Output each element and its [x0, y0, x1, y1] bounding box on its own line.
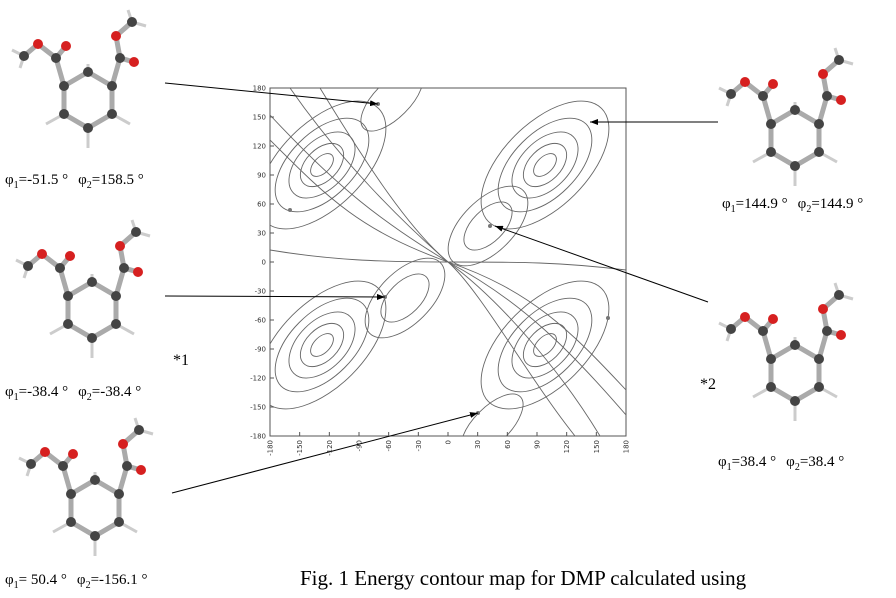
angle-term: φ2=-156.1 °	[76, 572, 148, 591]
angle-index: 2	[794, 462, 800, 473]
y-tick-label: 30	[257, 230, 266, 238]
x-tick-label: 90	[534, 440, 542, 449]
angle-term: φ2=-38.4 °	[78, 384, 142, 403]
angle-symbol: φ	[76, 572, 86, 588]
x-tick-label: -90	[356, 440, 364, 451]
x-tick-label: 60	[504, 440, 512, 449]
angle-symbol: φ	[718, 454, 727, 470]
x-tick-label: -30	[415, 440, 423, 451]
angle-symbol: φ	[78, 172, 87, 188]
x-tick-label: 120	[563, 440, 571, 453]
y-tick-label: -120	[250, 375, 266, 383]
angle-term: φ1= 50.4 °	[5, 572, 67, 591]
y-tick-label: 180	[253, 85, 266, 93]
x-tick-label: -120	[326, 440, 334, 456]
y-tick-label: 120	[253, 143, 266, 151]
angle-value: =-38.4 °	[18, 384, 69, 400]
angle-symbol: φ	[5, 572, 14, 588]
figure-caption: Fig. 1 Energy contour map for DMP calcul…	[300, 566, 747, 590]
conformer-label: φ1=38.4 ° φ2=38.4 °	[718, 454, 854, 473]
arrows	[164, 82, 718, 494]
angle-term: φ1=144.9 °	[722, 196, 788, 215]
angle-symbol: φ	[722, 196, 731, 212]
y-tick-label: 150	[253, 114, 266, 122]
y-tick-label: -90	[255, 346, 266, 354]
angle-symbol: φ	[78, 384, 87, 400]
angle-term: φ1=-51.5 °	[5, 172, 69, 191]
y-tick-label: -60	[255, 317, 266, 325]
angle-index: 1	[13, 180, 19, 191]
angle-index: 1	[13, 580, 19, 591]
angle-term: φ2=144.9 °	[797, 196, 864, 215]
angle-symbol: φ	[786, 454, 795, 470]
molecule	[19, 418, 153, 556]
angle-symbol: φ	[797, 196, 807, 212]
angle-index: 2	[86, 180, 92, 191]
molecule	[12, 10, 146, 148]
x-tick-label: 180	[623, 440, 631, 453]
angle-index: 1	[726, 462, 732, 473]
conformer-label: φ1= 50.4 ° φ2=-156.1 °	[5, 572, 158, 591]
molecule	[719, 48, 853, 186]
angle-value: =158.5 °	[91, 172, 144, 188]
angle-index: 1	[730, 204, 736, 215]
angle-value: =144.9 °	[811, 196, 864, 212]
angle-symbol: φ	[5, 384, 14, 400]
x-tick-label: 0	[445, 440, 453, 444]
conformer-label: φ1=-51.5 ° φ2=158.5 °	[5, 172, 154, 191]
y-tick-label: 60	[257, 201, 266, 209]
x-tick-label: -150	[296, 440, 304, 456]
x-tick-label: 30	[474, 440, 482, 449]
footnote-mark: *2	[700, 376, 716, 393]
angle-value: =-156.1 °	[90, 572, 148, 588]
x-tick-label: -60	[385, 440, 393, 451]
angle-index: 2	[85, 580, 91, 591]
y-tick-label: -150	[250, 404, 266, 412]
conformer-label: φ1=-38.4 ° φ2=-38.4 °	[5, 384, 151, 403]
y-tick-label: 0	[262, 259, 266, 267]
angle-value: = 50.4 °	[18, 572, 67, 588]
y-tick-label: 90	[257, 172, 266, 180]
x-tick-label: 150	[593, 440, 601, 453]
angle-term: φ2=158.5 °	[78, 172, 144, 191]
angle-index: 1	[13, 392, 19, 403]
angle-value: =-38.4 °	[91, 384, 142, 400]
footnote-mark: *1	[173, 352, 189, 369]
y-tick-label: -30	[255, 288, 266, 296]
angle-term: φ1=-38.4 °	[5, 384, 69, 403]
molecule	[16, 220, 150, 358]
angle-value: =-51.5 °	[18, 172, 69, 188]
angle-index: 2	[806, 204, 812, 215]
angle-value: =144.9 °	[735, 196, 788, 212]
contours	[270, 88, 626, 436]
angle-symbol: φ	[5, 172, 14, 188]
y-tick-label: -180	[250, 433, 266, 441]
angle-term: φ1=38.4 °	[718, 454, 777, 473]
angle-value: =38.4 °	[731, 454, 777, 470]
angle-index: 2	[86, 392, 92, 403]
angle-value: =38.4 °	[799, 454, 845, 470]
angle-term: φ2=38.4 °	[786, 454, 845, 473]
x-tick-label: -180	[267, 440, 275, 456]
molecule	[719, 283, 853, 421]
conformer-label: φ1=144.9 ° φ2=144.9 °	[722, 196, 873, 215]
